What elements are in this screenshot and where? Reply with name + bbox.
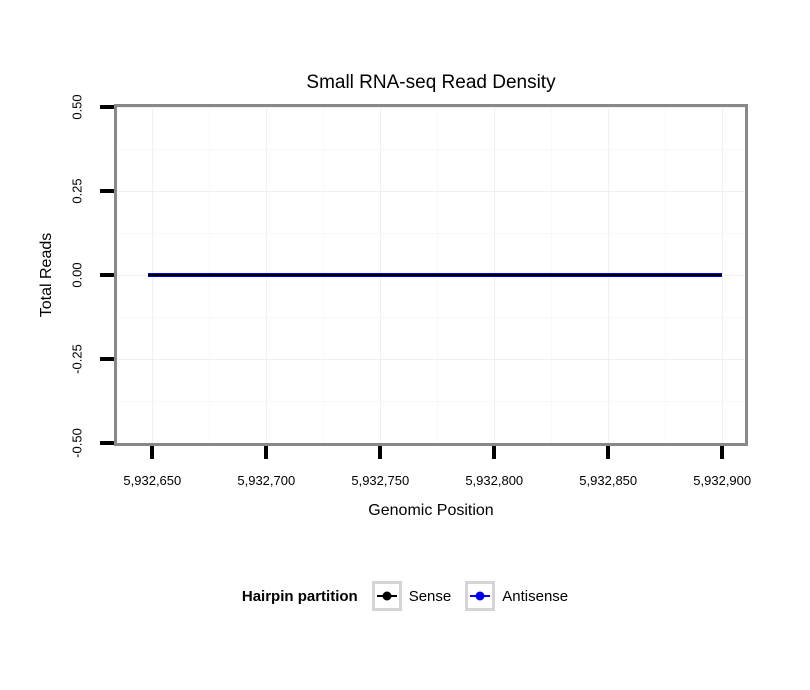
legend-key-box bbox=[465, 581, 496, 611]
x-axis-title: Genomic Position bbox=[368, 502, 494, 519]
x-tick-label: 5,932,900 bbox=[693, 473, 752, 488]
y-tick-label: -0.25 bbox=[69, 344, 85, 374]
gridline-y-major bbox=[117, 190, 745, 192]
plot-panel bbox=[114, 104, 748, 446]
x-tick-label: 5,932,650 bbox=[123, 473, 182, 488]
x-tick bbox=[492, 446, 497, 459]
x-tick bbox=[378, 446, 383, 459]
x-tick-label: 5,932,850 bbox=[579, 473, 638, 488]
x-tick-label: 5,932,750 bbox=[351, 473, 410, 488]
y-axis-title: Total Reads bbox=[38, 232, 55, 318]
y-tick-label: 0.50 bbox=[69, 94, 85, 120]
gridline-y-major bbox=[117, 107, 745, 108]
x-tick-label: 5,932,700 bbox=[237, 473, 296, 488]
gridline-y-minor bbox=[117, 400, 745, 402]
y-tick-label: 0.25 bbox=[69, 178, 85, 204]
x-tick bbox=[150, 446, 155, 459]
legend-entry-sense: Sense bbox=[371, 581, 452, 611]
gridline-y-minor bbox=[117, 232, 745, 234]
y-tick bbox=[100, 189, 114, 193]
gridline-y-major bbox=[117, 442, 745, 443]
y-tick-label: 0.00 bbox=[69, 262, 85, 288]
x-tick bbox=[720, 446, 725, 459]
legend-key-box bbox=[371, 581, 402, 611]
series-line-sense bbox=[147, 274, 723, 276]
gridline-y-major bbox=[117, 358, 745, 360]
legend-entry-label: Antisense bbox=[502, 587, 569, 605]
legend-title: Hairpin partition bbox=[241, 587, 358, 605]
y-tick bbox=[100, 357, 114, 361]
legend-entry-label: Sense bbox=[408, 587, 452, 605]
y-tick-label: -0.50 bbox=[69, 428, 85, 458]
x-tick bbox=[606, 446, 611, 459]
gridline-y-minor bbox=[117, 316, 745, 318]
chart-title: Small RNA-seq Read Density bbox=[306, 72, 556, 93]
legend-key-dot bbox=[382, 591, 392, 601]
gridline-y-minor bbox=[117, 148, 745, 150]
x-tick bbox=[264, 446, 269, 459]
legend-key-dot bbox=[475, 591, 485, 601]
legend: Hairpin partition Sense Antisense bbox=[0, 579, 810, 613]
y-tick bbox=[100, 273, 114, 277]
y-tick bbox=[100, 105, 114, 109]
y-tick bbox=[100, 441, 114, 445]
legend-entry-antisense: Antisense bbox=[465, 581, 568, 611]
x-tick-label: 5,932,800 bbox=[465, 473, 524, 488]
legend-entries: Sense Antisense bbox=[371, 581, 568, 611]
